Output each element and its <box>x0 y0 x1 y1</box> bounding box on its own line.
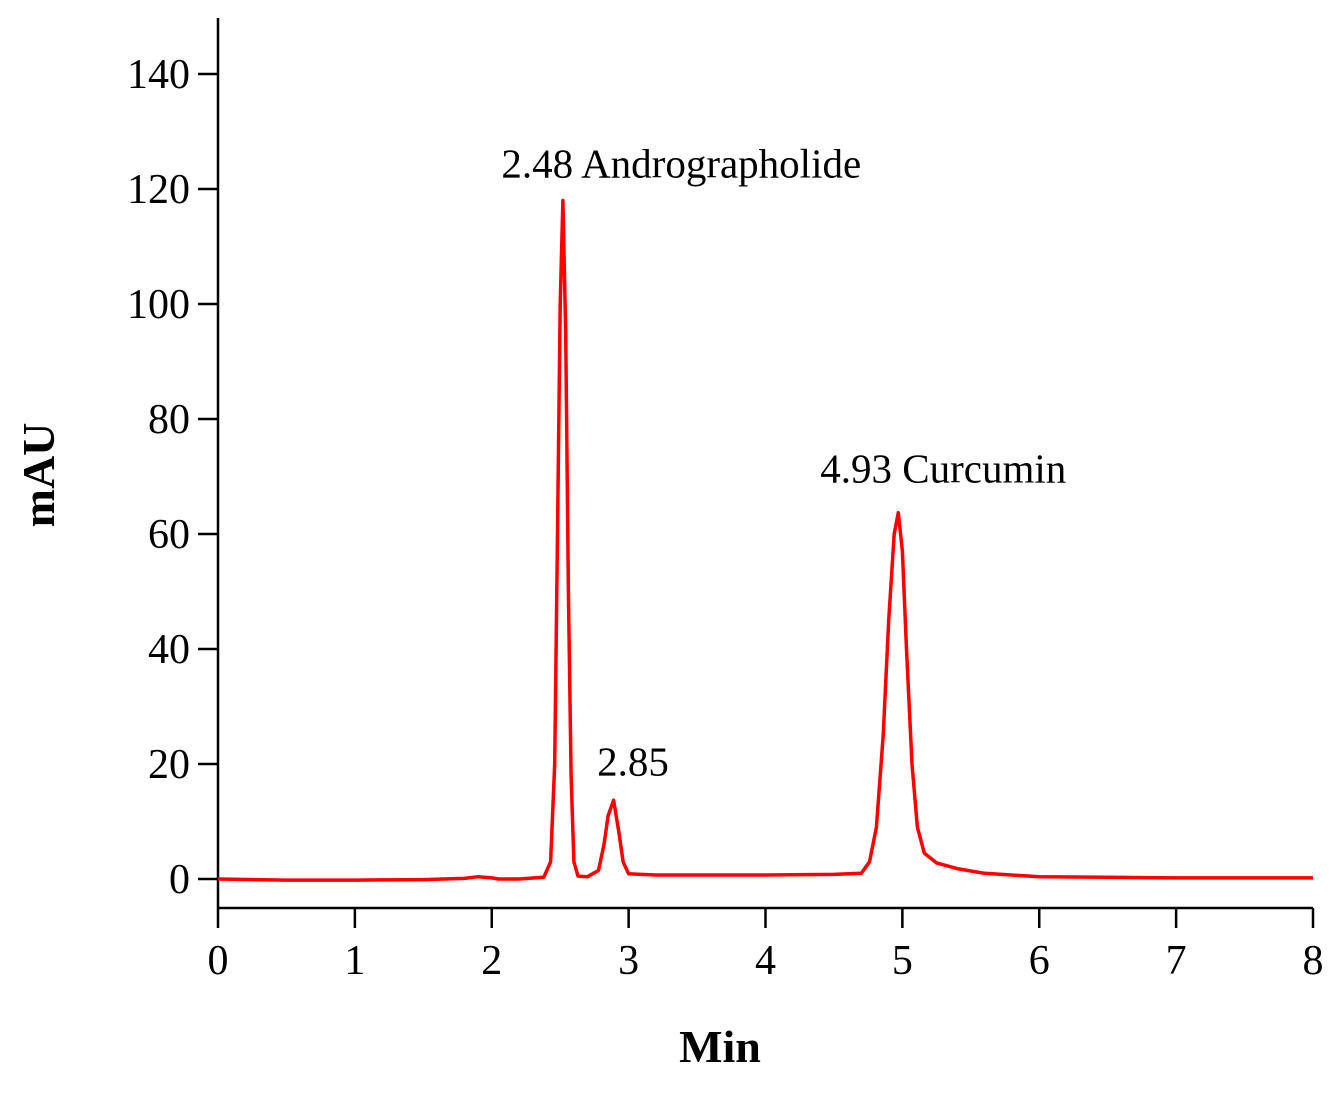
y-tick-label: 0 <box>169 857 190 903</box>
annotations: 2.48 Andrographolide 2.85 4.93 Curcumin <box>501 141 1066 785</box>
peak-label: 4.93 Curcumin <box>820 445 1066 491</box>
x-tick-label: 7 <box>1166 938 1187 984</box>
peak-label: 2.48 Andrographolide <box>501 141 861 187</box>
y-axis-title: mAU <box>13 423 64 528</box>
x-axis-title: Min <box>679 1021 761 1072</box>
y-tick-label: 80 <box>148 397 190 443</box>
x-tick-label: 0 <box>208 938 229 984</box>
x-tick-label: 2 <box>481 938 502 984</box>
y-tick-label: 100 <box>127 282 190 328</box>
axes: 0 20 40 60 80 100 120 140 0 1 2 3 4 5 6 7 8 <box>127 18 1324 984</box>
x-tick-label: 8 <box>1303 938 1324 984</box>
x-tick-label: 3 <box>618 938 639 984</box>
y-tick-label: 140 <box>127 52 190 98</box>
chromatogram-trace <box>217 198 1313 882</box>
peak-label: 2.85 <box>597 739 669 785</box>
x-tick-label: 4 <box>755 938 776 984</box>
x-tick-label: 1 <box>344 938 365 984</box>
plot-area <box>217 198 1313 882</box>
y-tick-label: 60 <box>148 512 190 558</box>
x-tick-label: 6 <box>1029 938 1050 984</box>
y-tick-label: 40 <box>148 627 190 673</box>
y-tick-label: 20 <box>148 742 190 788</box>
x-tick-label: 5 <box>892 938 913 984</box>
y-tick-label: 120 <box>127 167 190 213</box>
